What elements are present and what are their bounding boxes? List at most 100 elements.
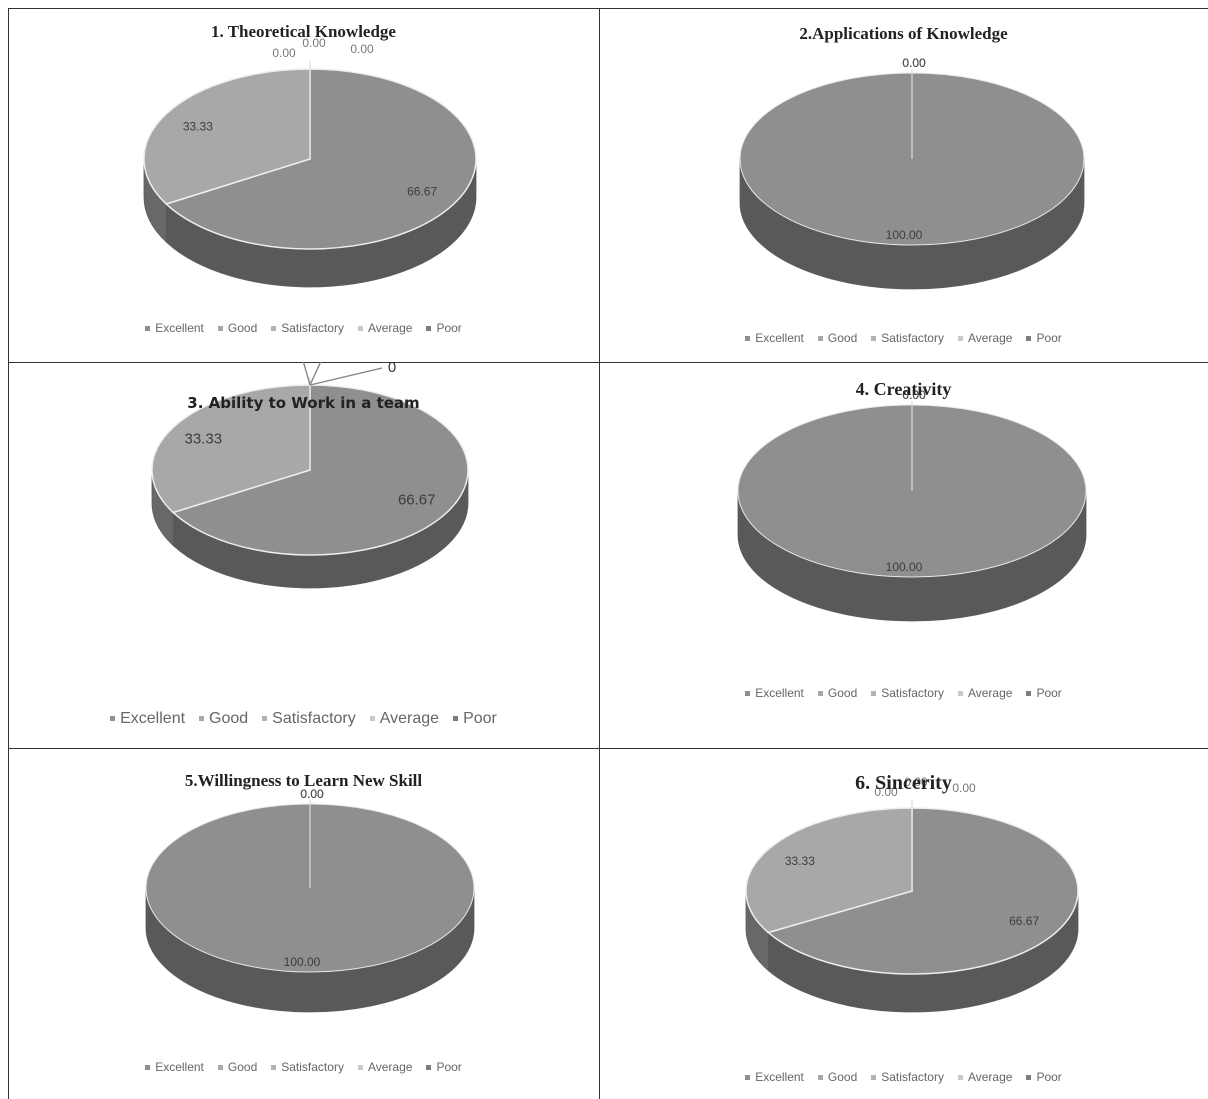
legend-item-good: Good <box>817 1070 858 1084</box>
grid-divider-row-1 <box>8 362 1208 363</box>
pie-slice-good <box>143 68 311 205</box>
legend-label: Poor <box>436 321 462 335</box>
chart-legend: Excellent Good Satisfactory Average Poor <box>8 321 599 335</box>
legend-swatch <box>957 336 963 342</box>
data-label-satisfactory: 0.00 <box>874 785 898 799</box>
data-labels: 100.000.000.000.000.00 <box>284 787 324 969</box>
legend-swatch <box>110 716 116 722</box>
legend-label: Excellent <box>755 1070 804 1084</box>
legend-swatch <box>745 336 751 342</box>
legend-item-good: Good <box>817 686 857 700</box>
legend-swatch <box>426 1065 432 1071</box>
legend-swatch <box>145 326 151 332</box>
legend-item-excellent: Excellent <box>145 1060 204 1074</box>
data-label-excellent: 100.00 <box>886 560 923 574</box>
legend-item-satisfactory: Satisfactory <box>262 710 356 728</box>
data-label-average: 0.00 <box>902 388 926 402</box>
legend-item-poor: Poor <box>426 1060 462 1074</box>
legend-item-excellent: Excellent <box>110 710 185 728</box>
chart-legend: Excellent Good Satisfactory Average Poor <box>8 1060 599 1074</box>
legend-swatch <box>1026 1075 1032 1081</box>
data-labels: 66.67 33.33 0.00 0.00 0.00 <box>183 36 438 198</box>
legend-item-poor: Poor <box>453 710 497 728</box>
legend-label: Satisfactory <box>281 1060 344 1074</box>
legend-label: Poor <box>1036 1070 1062 1084</box>
legend-swatch <box>957 691 963 697</box>
data-label-average: 0.00 <box>300 787 324 801</box>
data-label-poor: 0.00 <box>300 787 324 801</box>
data-label-satisfactory: 0.00 <box>902 56 926 70</box>
chart-title: 6. Sincerity <box>855 772 952 794</box>
data-label-average: 0 <box>326 362 334 365</box>
data-label-good: 0.00 <box>902 388 926 402</box>
legend-label: Excellent <box>155 1060 204 1074</box>
pie-slice-excellent <box>164 68 477 250</box>
legend-item-poor: Poor <box>426 321 462 335</box>
data-label-excellent: 66.67 <box>407 184 437 198</box>
data-label-good: 0.00 <box>902 56 926 70</box>
legend-swatch <box>817 1075 823 1081</box>
legend-item-poor: Poor <box>1026 331 1062 345</box>
data-label-excellent: 66.67 <box>398 492 436 509</box>
data-label-satisfactory: 0 <box>282 362 290 363</box>
pie-chart-1: 66.67 33.33 0.00 0.00 0.00 1. Theoretical Kno… <box>8 8 599 362</box>
legend-label: Satisfactory <box>881 1070 944 1084</box>
data-label-poor: 0.00 <box>902 388 926 402</box>
data-labels: 100.000.000.000.000.00 <box>886 388 926 574</box>
data-label-excellent: 66.67 <box>1009 914 1039 928</box>
legend-label: Satisfactory <box>881 331 944 345</box>
data-label-average: 0.00 <box>902 56 926 70</box>
data-label-satisfactory: 0.00 <box>902 388 926 402</box>
pie-top <box>143 68 477 250</box>
legend-swatch <box>199 716 205 722</box>
legend-label: Poor <box>463 710 497 727</box>
data-label-good: 33.33 <box>185 430 223 447</box>
pie-slice-good <box>745 807 913 934</box>
pie-top <box>151 384 469 556</box>
legend-label: Excellent <box>755 686 804 700</box>
legend-label: Average <box>367 321 413 335</box>
data-label-poor: 0.00 <box>952 781 976 795</box>
legend-swatch <box>871 1075 877 1081</box>
legend-swatch <box>271 1065 277 1071</box>
legend-swatch <box>745 1075 751 1081</box>
legend-label: Good <box>827 1070 858 1084</box>
pie-slice-good <box>151 384 311 514</box>
legend-item-excellent: Excellent <box>145 321 204 335</box>
zero-label-leader <box>309 367 383 386</box>
legend-item-poor: Poor <box>1026 1070 1062 1084</box>
chart-title: 2.Applications of Knowledge <box>799 24 1008 43</box>
chart-legend: Excellent Good Satisfactory Average Poor <box>8 710 599 728</box>
legend-swatch <box>957 1075 963 1081</box>
data-label-poor: 0.00 <box>902 56 926 70</box>
data-label-good: 0.00 <box>300 787 324 801</box>
legend-swatch <box>369 716 375 722</box>
legend-swatch <box>426 326 432 332</box>
data-label-excellent: 100.00 <box>284 955 321 969</box>
grid-border-left <box>8 8 9 1099</box>
legend-swatch <box>357 326 363 332</box>
legend-item-average: Average <box>957 1070 1013 1084</box>
legend-label: Excellent <box>755 331 804 345</box>
chart-legend: Excellent Good Satisfactory Average Poor <box>599 686 1208 700</box>
legend-label: Satisfactory <box>881 686 944 700</box>
chart-title: 1. Theoretical Knowledge <box>211 22 396 41</box>
legend-label: Average <box>967 1070 1013 1084</box>
pie-svg: 100.000.000.000.000.00 <box>739 56 1085 290</box>
legend-item-good: Good <box>199 710 248 728</box>
data-label-excellent: 100.00 <box>886 228 923 242</box>
legend-swatch <box>145 1065 151 1071</box>
legend-item-good: Good <box>817 331 857 345</box>
chart-title: 5.Willingness to Learn New Skill <box>184 771 423 790</box>
grid-divider-vertical <box>599 8 600 1099</box>
legend-label: Poor <box>1036 331 1062 345</box>
legend-item-satisfactory: Satisfactory <box>871 686 944 700</box>
pie-chart-4: 100.00 0.00 0.00 0.00 0.00 4. Creativity Excel… <box>599 362 1208 748</box>
legend-item-satisfactory: Satisfactory <box>871 1070 944 1084</box>
data-label-poor: 0 <box>388 362 396 376</box>
chart-title: 3. Ability to Work in a team <box>187 394 420 412</box>
legend-swatch <box>217 326 223 332</box>
data-label-satisfactory: 0.00 <box>300 787 324 801</box>
legend-label: Poor <box>436 1060 462 1074</box>
pie-chart-3: 66.67 33.33 0 0 0 3. Ability to Work in a tea… <box>8 362 599 748</box>
